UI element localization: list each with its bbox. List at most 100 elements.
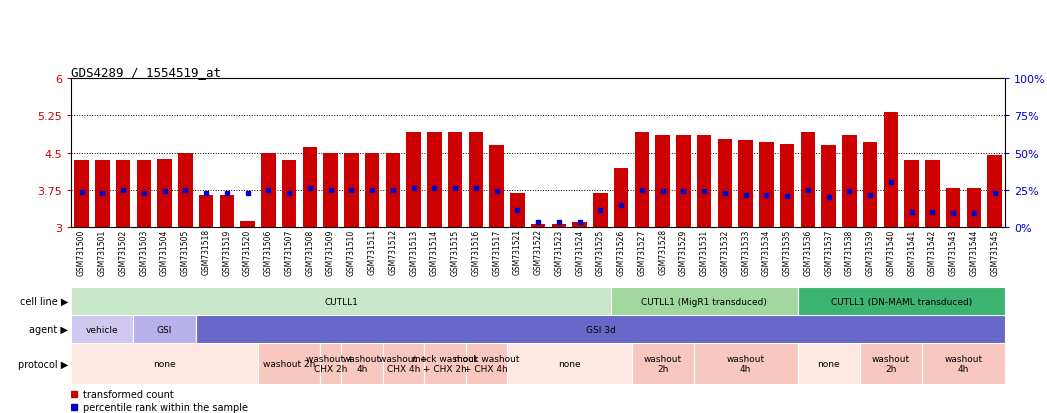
Text: GSM731520: GSM731520 — [243, 229, 252, 275]
Bar — [863, 142, 877, 228]
Bar — [303, 147, 317, 228]
Text: none: none — [153, 359, 176, 368]
Bar — [320, 344, 341, 384]
Bar — [133, 316, 196, 344]
Bar — [798, 287, 1005, 316]
Bar — [71, 316, 133, 344]
Text: washout
2h: washout 2h — [872, 354, 910, 373]
Text: GSM731536: GSM731536 — [803, 229, 812, 275]
Text: GSM731540: GSM731540 — [887, 229, 895, 275]
Text: GSM731543: GSM731543 — [949, 229, 958, 275]
Bar — [258, 344, 320, 384]
Text: GSM731507: GSM731507 — [285, 229, 293, 275]
Text: GSM731519: GSM731519 — [222, 229, 231, 275]
Text: GSM731528: GSM731528 — [659, 229, 667, 275]
Text: GSM731505: GSM731505 — [181, 229, 190, 275]
Text: GSM731545: GSM731545 — [990, 229, 999, 275]
Text: GSM731535: GSM731535 — [783, 229, 792, 275]
Bar — [987, 156, 1002, 228]
Text: GSM731527: GSM731527 — [638, 229, 646, 275]
Bar — [694, 344, 798, 384]
Text: GSM731512: GSM731512 — [388, 229, 398, 275]
Bar — [282, 161, 296, 228]
Bar — [116, 161, 130, 228]
Text: GSI: GSI — [157, 325, 173, 334]
Text: GSM731523: GSM731523 — [555, 229, 563, 275]
Bar — [448, 133, 463, 228]
Bar — [801, 133, 816, 228]
Text: protocol ▶: protocol ▶ — [18, 359, 68, 369]
Text: CUTLL1: CUTLL1 — [325, 297, 358, 306]
Bar — [71, 287, 610, 316]
Bar — [860, 344, 922, 384]
Bar — [507, 344, 631, 384]
Bar — [406, 133, 421, 228]
Text: GSM731508: GSM731508 — [306, 229, 314, 275]
Bar — [241, 222, 254, 228]
Bar — [95, 161, 110, 228]
Bar — [552, 224, 566, 228]
Text: GSM731526: GSM731526 — [617, 229, 626, 275]
Text: washout 2h: washout 2h — [263, 359, 315, 368]
Text: GSM731514: GSM731514 — [430, 229, 439, 275]
Text: GSM731539: GSM731539 — [866, 229, 874, 275]
Text: GSM731531: GSM731531 — [699, 229, 709, 275]
Text: mock washout
+ CHX 2h: mock washout + CHX 2h — [413, 354, 477, 373]
Text: GSM731510: GSM731510 — [347, 229, 356, 275]
Bar — [738, 141, 753, 228]
Bar — [822, 146, 836, 228]
Bar — [364, 153, 379, 228]
Bar — [74, 161, 89, 228]
Text: cell line ▶: cell line ▶ — [20, 297, 68, 306]
Text: GSM731504: GSM731504 — [160, 229, 169, 275]
Text: agent ▶: agent ▶ — [29, 325, 68, 335]
Bar — [946, 189, 960, 228]
Text: GSM731518: GSM731518 — [202, 229, 210, 275]
Bar — [382, 344, 424, 384]
Text: mock washout
+ CHX 4h: mock washout + CHX 4h — [453, 354, 519, 373]
Bar — [594, 194, 607, 228]
Bar — [220, 195, 235, 228]
Text: transformed count: transformed count — [83, 389, 174, 399]
Text: washout
4h: washout 4h — [342, 354, 381, 373]
Text: washout +
CHX 4h: washout + CHX 4h — [379, 354, 427, 373]
Bar — [631, 344, 694, 384]
Bar — [798, 344, 860, 384]
Text: GSM731534: GSM731534 — [762, 229, 771, 275]
Text: GDS4289 / 1554519_at: GDS4289 / 1554519_at — [71, 66, 221, 79]
Bar — [926, 161, 940, 228]
Bar — [842, 136, 856, 228]
Bar — [905, 161, 919, 228]
Text: CUTLL1 (MigR1 transduced): CUTLL1 (MigR1 transduced) — [641, 297, 767, 306]
Bar — [634, 133, 649, 228]
Bar — [136, 161, 151, 228]
Text: GSM731522: GSM731522 — [534, 229, 542, 275]
Text: GSM731516: GSM731516 — [471, 229, 481, 275]
Text: GSM731517: GSM731517 — [492, 229, 502, 275]
Text: none: none — [558, 359, 581, 368]
Bar — [676, 136, 691, 228]
Bar — [531, 224, 545, 228]
Bar — [71, 344, 258, 384]
Bar — [261, 153, 275, 228]
Bar — [469, 133, 483, 228]
Text: GSI 3d: GSI 3d — [585, 325, 616, 334]
Text: washout
4h: washout 4h — [727, 354, 764, 373]
Bar — [489, 146, 504, 228]
Text: vehicle: vehicle — [86, 325, 118, 334]
Text: GSM731525: GSM731525 — [596, 229, 605, 275]
Text: GSM731533: GSM731533 — [741, 229, 751, 275]
Bar — [614, 169, 628, 228]
Bar — [573, 223, 587, 228]
Bar — [196, 316, 1005, 344]
Text: CUTLL1 (DN-MAML transduced): CUTLL1 (DN-MAML transduced) — [830, 297, 972, 306]
Text: washout
4h: washout 4h — [944, 354, 983, 373]
Text: GSM731513: GSM731513 — [409, 229, 418, 275]
Bar — [610, 287, 798, 316]
Text: GSM731515: GSM731515 — [450, 229, 460, 275]
Bar — [466, 344, 507, 384]
Bar — [324, 153, 338, 228]
Bar — [759, 142, 774, 228]
Bar — [717, 139, 732, 228]
Text: none: none — [818, 359, 840, 368]
